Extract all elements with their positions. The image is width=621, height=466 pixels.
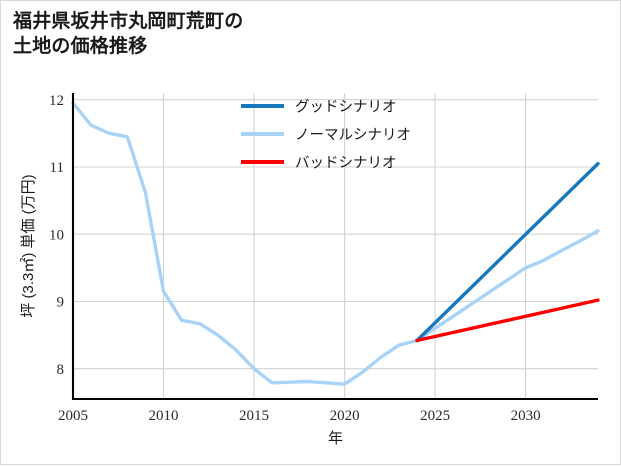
legend-label-1: ノーマルシナリオ [295, 127, 411, 143]
x-tick-label: 2020 [330, 408, 360, 424]
y-tick-label: 12 [49, 93, 64, 109]
y-tick-label: 10 [49, 227, 64, 243]
y-tick-label: 8 [57, 362, 65, 378]
x-tick-label: 2015 [239, 408, 269, 424]
x-tick-label: 2025 [420, 408, 450, 424]
series-line-normal [71, 101, 600, 386]
legend-label-2: バッドシナリオ [295, 155, 397, 171]
series-group [71, 101, 600, 386]
gridlines [73, 93, 598, 399]
x-tick-label: 2030 [511, 408, 541, 424]
series-line-good [415, 161, 600, 343]
x-tick-label: 2010 [149, 408, 179, 424]
chart-title: 福井県坂井市丸岡町荒町の 土地の価格推移 [13, 11, 244, 58]
y-axis-tick-labels: 8 9 10 11 12 [49, 93, 64, 378]
y-tick-label: 9 [57, 295, 65, 311]
x-axis-title: 年 [328, 430, 343, 447]
x-tick-label: 2005 [58, 408, 88, 424]
y-tick-label: 11 [50, 160, 64, 176]
axis-spine [71, 93, 598, 401]
legend-label-0: グッドシナリオ [295, 98, 397, 115]
y-axis-title: 坪 (3.3㎡) 単価 (万円) [20, 174, 37, 317]
x-axis-tick-labels: 2005 2010 2015 2020 2025 2030 [58, 408, 541, 424]
series-line-bad [415, 298, 600, 343]
